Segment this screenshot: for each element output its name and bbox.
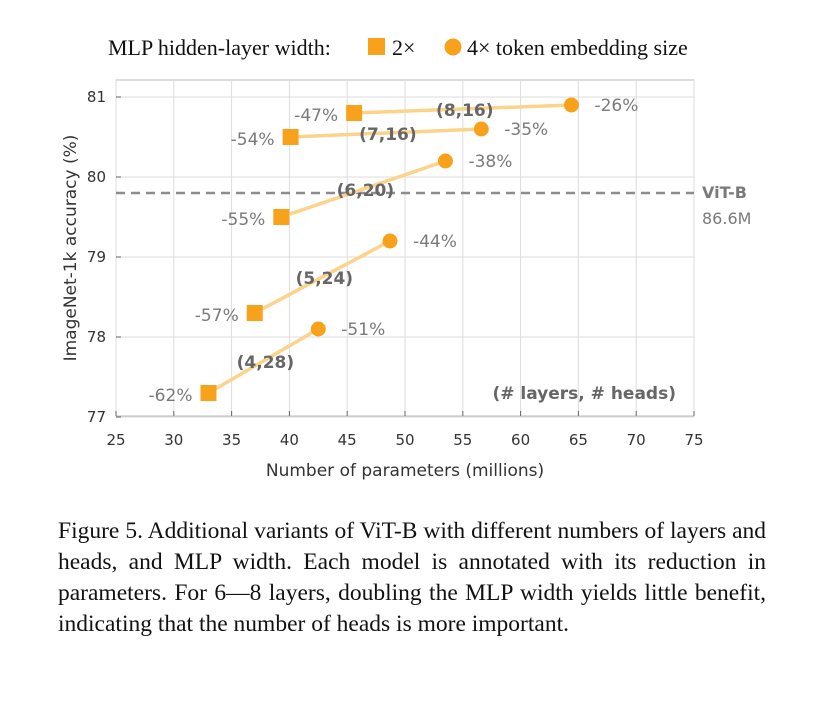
x-tick-label: 45 <box>338 431 357 449</box>
circle-marker <box>563 97 579 113</box>
x-axis-ticks: 25 30 35 40 45 50 55 60 65 70 75 <box>106 411 704 449</box>
reduction-label: -47% <box>294 106 338 126</box>
config-label: (6,20) <box>337 181 394 201</box>
legend-entry-2x: 2× <box>392 35 415 60</box>
circle-marker <box>310 321 326 337</box>
y-tick-label: 78 <box>87 328 106 346</box>
square-marker <box>200 385 217 401</box>
legend-title: MLP hidden-layer width: <box>108 35 331 60</box>
square-marker <box>346 105 363 121</box>
y-tick-label: 77 <box>87 408 106 426</box>
x-tick-label: 40 <box>280 431 299 449</box>
legend-entry-4x: 4× token embedding size <box>467 35 688 60</box>
reduction-label: -54% <box>231 130 275 150</box>
config-label: (8,16) <box>436 101 493 121</box>
connector-line <box>279 159 448 219</box>
chart-annotation: (# layers, # heads) <box>492 384 676 404</box>
vit-b-reference-name: ViT-B <box>702 183 747 202</box>
vit-b-reference-size: 86.6M <box>702 209 751 228</box>
reduction-label: -55% <box>221 210 265 230</box>
reduction-label: -57% <box>195 306 239 326</box>
connector-line <box>252 239 392 315</box>
reduction-label: -35% <box>504 120 548 140</box>
config-label: (5,24) <box>296 269 353 289</box>
y-axis-label: ImageNet-1k accuracy (%) <box>61 135 81 362</box>
x-axis-label: Number of parameters (millions) <box>266 461 544 481</box>
x-tick-label: 65 <box>569 431 588 449</box>
circle-marker <box>382 233 398 249</box>
connector-line <box>352 103 574 115</box>
legend: MLP hidden-layer width: 2× 4× token embe… <box>108 35 688 60</box>
x-tick-label: 25 <box>106 431 125 449</box>
reduction-label: -51% <box>341 320 385 340</box>
x-tick-label: 50 <box>395 431 414 449</box>
y-tick-label: 80 <box>87 168 106 186</box>
reference-line-group: ViT-B 86.6M <box>116 183 751 228</box>
reduction-label: -44% <box>413 232 457 252</box>
series-group: -62% -51% (4,28) -57% -44% (5,24) -55% -38% (6,2… <box>149 96 639 406</box>
reduction-label: -62% <box>149 386 193 406</box>
y-tick-label: 79 <box>87 248 106 266</box>
config-label: (4,28) <box>237 353 294 373</box>
x-tick-label: 75 <box>684 431 703 449</box>
x-tick-label: 60 <box>511 431 530 449</box>
connector-line <box>206 327 321 395</box>
reduction-label: -38% <box>468 152 512 172</box>
x-tick-label: 70 <box>627 431 646 449</box>
grid <box>115 80 695 418</box>
square-marker <box>273 209 290 225</box>
y-axis-ticks: 77 78 79 80 81 <box>87 88 121 426</box>
figure-caption: Figure 5. Additional variants of ViT-B w… <box>58 518 766 637</box>
circle-marker <box>437 153 453 169</box>
circle-marker <box>473 121 489 137</box>
connector-line <box>288 127 484 139</box>
y-tick-label: 81 <box>87 88 106 106</box>
x-tick-label: 35 <box>222 431 241 449</box>
reduction-label: -26% <box>594 96 638 116</box>
x-tick-label: 55 <box>453 431 472 449</box>
square-marker <box>246 305 263 321</box>
legend-square-marker <box>368 38 385 55</box>
config-label: (7,16) <box>359 125 416 145</box>
legend-circle-marker <box>444 38 462 56</box>
square-marker <box>282 129 299 145</box>
plot-area: 25 30 35 40 45 50 55 60 65 70 75 77 78 79 80 81 ViT-B 8… <box>87 79 751 449</box>
x-tick-label: 30 <box>164 431 183 449</box>
